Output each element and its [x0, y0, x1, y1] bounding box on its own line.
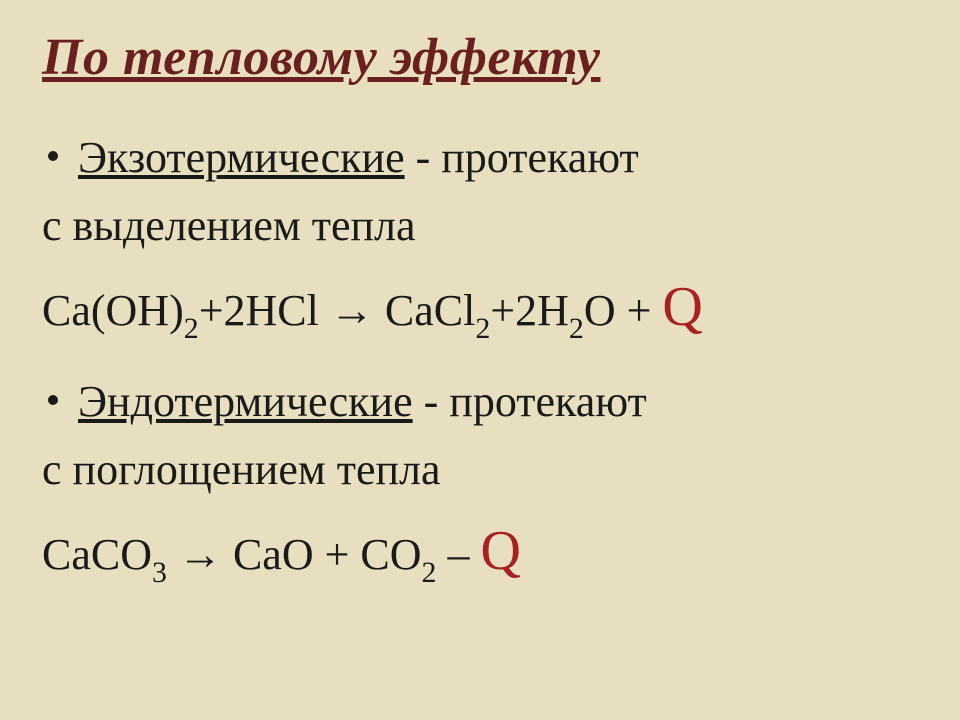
q-symbol: Q — [481, 520, 521, 582]
eq-part: +2HCl — [199, 286, 330, 335]
eq-part: – — [437, 530, 481, 579]
equation: CaCO3 → CaO + CO2 – Q — [42, 509, 918, 593]
bullet-item: Экзотермические - протекают — [42, 125, 918, 191]
description-line: с поглощением тепла — [42, 437, 918, 503]
eq-sub: 2 — [422, 556, 437, 589]
term-label: Эндотермические — [78, 377, 413, 426]
eq-sub: 2 — [184, 312, 199, 345]
bullet-item: Эндотермические - протекают — [42, 369, 918, 435]
slide-title: По тепловому эффекту — [42, 28, 918, 87]
arrow-icon: → — [178, 530, 222, 579]
bullet-text: Экзотермические - протекают — [78, 125, 639, 191]
slide-content: Экзотермические - протекают с выделением… — [42, 125, 918, 593]
term-label: Экзотермические — [78, 133, 405, 182]
arrow-icon: → — [330, 286, 374, 335]
q-symbol: Q — [662, 276, 702, 338]
eq-sub: 3 — [152, 556, 167, 589]
eq-part: Ca(OH) — [42, 286, 184, 335]
eq-part: CaCl — [374, 286, 475, 335]
term-rest: - протекают — [405, 133, 639, 182]
eq-part: O + — [584, 286, 663, 335]
eq-sub: 2 — [475, 312, 490, 345]
eq-part: CaO + CO — [222, 530, 422, 579]
eq-sub: 2 — [569, 312, 584, 345]
bullet-text: Эндотермические - протекают — [78, 369, 647, 435]
eq-part: CaCO — [42, 530, 152, 579]
bullet-icon — [48, 151, 58, 161]
term-rest: - протекают — [413, 377, 647, 426]
eq-part: +2H — [490, 286, 569, 335]
bullet-icon — [48, 395, 58, 405]
equation: Ca(OH)2+2HCl → CaCl2+2H2O + Q — [42, 265, 918, 349]
eq-part — [167, 530, 178, 579]
description-line: с выделением тепла — [42, 193, 918, 259]
